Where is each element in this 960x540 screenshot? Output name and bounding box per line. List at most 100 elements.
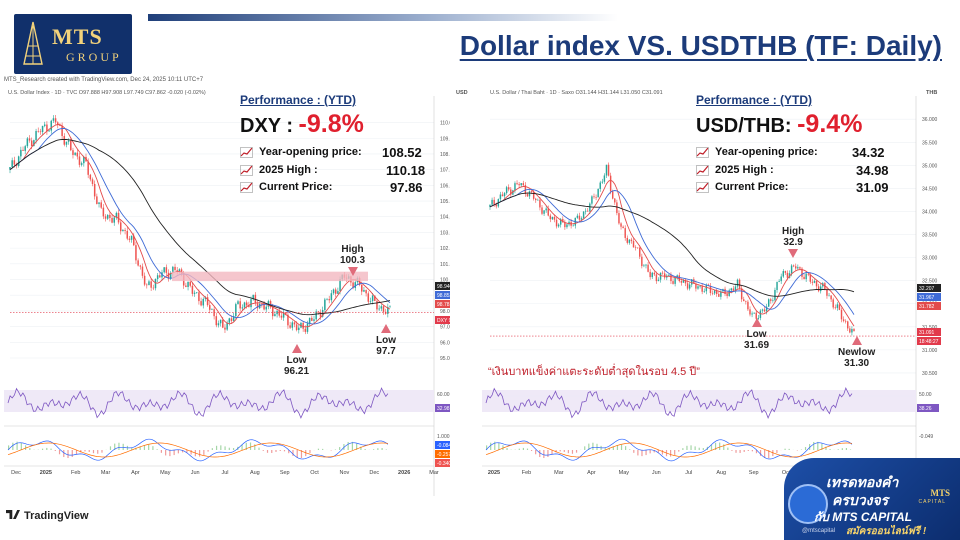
macd-histogram-bar [254,444,256,450]
candle-body [601,181,604,183]
candle-body [102,207,105,217]
candle-body [705,284,708,292]
candle-body [317,311,320,313]
candle-body [611,191,614,199]
macd-tag-label: -0.049 [919,434,933,440]
candle-body [43,124,46,126]
candle-body [649,271,651,278]
macd-histogram-bar [232,448,235,450]
candle-body [361,284,363,292]
macd-histogram-bar [75,450,78,455]
macd-histogram-bar [24,445,27,450]
y-tick-label: 100.000 [440,278,450,284]
candle-body [15,164,18,167]
y-tick-label: 95.000 [440,356,450,362]
candle-body [387,306,389,314]
macd-histogram-bar [563,450,565,452]
candle-body [117,212,120,223]
y-tick-label: 102.000 [440,246,450,252]
y-tick-label: 34.500 [922,186,938,192]
trend-chart-icon [240,146,253,158]
candle-body [499,194,502,200]
macd-histogram-bar [211,448,213,450]
candle-body [628,239,631,243]
candle-body [589,203,591,212]
dxy-perf-change: -9.8% [298,110,364,138]
candle-body [535,198,537,201]
dxy-chart[interactable]: 110.000 109.000 108.000 107.000 106.000 105.0… [4,96,450,498]
candle-body [298,327,300,331]
macd-histogram-bar [58,450,61,455]
promo-banner[interactable]: เทรดทองคำ ครบวงจร กับ MTS CAPITAL สมัครอ… [784,458,960,540]
x-tick-label: May [160,470,171,476]
macd-histogram-bar [300,450,303,459]
candle-body [163,267,165,273]
y-tick-label: 32.500 [922,279,938,285]
candle-body [191,285,194,294]
usdthb-axis-unit: THB [926,90,938,96]
macd-histogram-bar [686,445,688,450]
candle-body [545,208,547,211]
candle-body [572,225,574,227]
candle-body [232,316,235,321]
candle-body [124,229,126,231]
candle-body [844,320,847,322]
candle-body [26,138,29,147]
x-tick-label: Jun [652,470,661,476]
price-tag-label: 31.782 [919,304,935,310]
candle-body [526,193,529,197]
price-tag [435,282,450,290]
y-tick-label: 33.000 [922,256,938,262]
logo-subtext: GROUP [66,50,122,64]
candle-body [382,306,385,312]
annotation-label: High [341,244,364,255]
candle-body [593,196,595,198]
usdthb-stat-label: Current Price: [715,181,789,193]
macd-histogram-bar [8,445,10,450]
candle-body [24,146,26,151]
candle-body [838,304,841,310]
candle-body [819,286,822,292]
macd-histogram-bar [690,445,692,450]
candle-body [59,125,61,126]
macd-histogram-bar [131,447,133,450]
x-tick-label: Aug [716,470,726,476]
price-tag-label: 31.967 [919,295,935,301]
candle-body [767,299,770,307]
macd-histogram-bar [543,450,545,459]
candle-body [817,286,820,292]
candle-body [28,138,31,141]
candle-body [52,118,55,121]
candle-body [115,212,118,218]
price-tag-label: 98.781 [437,302,450,308]
dxy-stat-row: Current Price: 97.86 [240,180,440,195]
dxy-stat-row: 2025 High : 110.18 [240,163,440,178]
candle-body [501,194,504,197]
candle-body [133,235,135,246]
usdthb-high-annotation: High 32.9 [782,226,804,258]
x-tick-label: Apr [587,470,596,476]
macd-histogram-bar [747,450,749,451]
candle-body [326,299,328,300]
candle-body [755,312,757,319]
macd-histogram-bar [101,450,103,453]
candle-body [111,217,113,223]
macd-histogram-bar [788,448,790,450]
candle-body [302,322,304,329]
macd-histogram-bar [339,447,341,450]
usdthb-stat-row: Current Price: 31.09 [696,180,896,195]
candle-body [11,160,13,168]
macd-histogram-bar [279,450,281,451]
macd-histogram-bar [768,450,770,459]
macd-histogram-bar [203,450,205,455]
macd-histogram-bar [702,448,704,450]
macd-histogram-bar [739,450,741,453]
dxy-high-annotation: High 100.3 [340,244,365,276]
candle-body [718,294,720,297]
trend-chart-icon [696,164,709,176]
candle-body [274,314,276,317]
macd-histogram-bar [490,442,492,450]
candle-body [711,292,714,294]
macd-histogram-bar [360,446,362,450]
macd-histogram-bar [723,444,725,450]
